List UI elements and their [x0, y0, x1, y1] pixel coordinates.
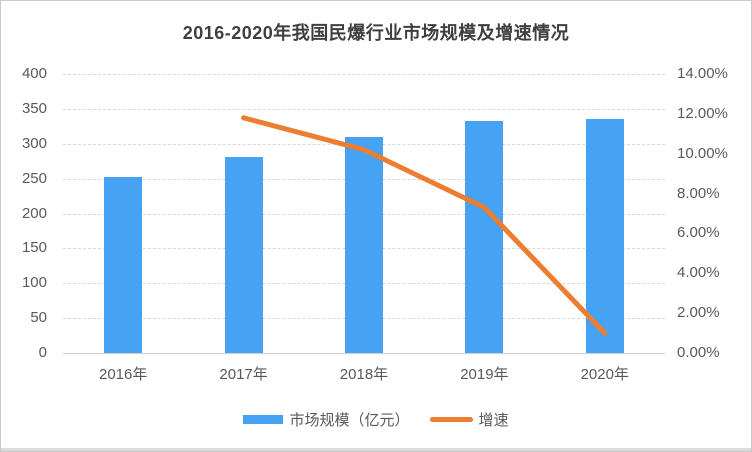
x-axis-label: 2018年 [339, 366, 389, 383]
x-axis-label: 2017年 [219, 366, 268, 383]
legend-label: 增速 [478, 412, 509, 429]
right-axis-tick: 8.00% [677, 184, 720, 202]
bar-2019年 [465, 120, 504, 353]
x-axis-label: 2020年 [580, 366, 629, 383]
left-axis-tick: 200 [21, 204, 47, 222]
growth-line-layer [241, 115, 608, 336]
left-axis-tick: 0 [38, 344, 47, 361]
bar-2016年 [104, 177, 143, 353]
left-axis-tick: 250 [21, 169, 47, 187]
plot-area [63, 74, 665, 354]
chart-title: 2016-2020年我国民爆行业市场规模及增速情况 [182, 23, 570, 43]
bar-2020年 [585, 118, 624, 353]
left-axis-tick: 100 [21, 274, 47, 292]
right-axis-tick: 4.00% [677, 264, 720, 282]
growth-line [241, 115, 608, 336]
bar-2017年 [224, 157, 263, 353]
legend-line-swatch-icon [429, 417, 473, 422]
gridline [63, 108, 665, 110]
legend: 市场规模（亿元） 增速 [1, 409, 751, 430]
legend-label: 市场规模（亿元） [289, 412, 410, 429]
bottom-strip [1, 448, 751, 451]
left-axis-tick: 400 [21, 65, 47, 82]
right-axis-tick: 10.00% [677, 144, 728, 162]
left-axis-tick: 50 [30, 309, 47, 327]
legend-item: 增速 [429, 409, 509, 430]
gridline [63, 74, 665, 75]
x-axis-label: 2019年 [460, 366, 509, 383]
x-axis-label: 2016年 [99, 366, 148, 383]
right-axis-tick: 0.00% [677, 344, 720, 361]
gridline [63, 353, 665, 354]
right-axis-tick: 2.00% [677, 304, 720, 322]
left-axis-tick: 150 [21, 239, 47, 257]
legend-bar-swatch-icon [243, 415, 284, 424]
bar-2018年 [345, 136, 383, 353]
right-axis-tick: 14.00% [677, 65, 728, 82]
right-axis-tick: 12.00% [677, 104, 728, 122]
left-axis-tick: 300 [21, 134, 47, 152]
right-axis-tick: 6.00% [677, 224, 720, 242]
left-axis-tick: 350 [21, 99, 47, 117]
legend-item: 市场规模（亿元） [243, 409, 410, 430]
